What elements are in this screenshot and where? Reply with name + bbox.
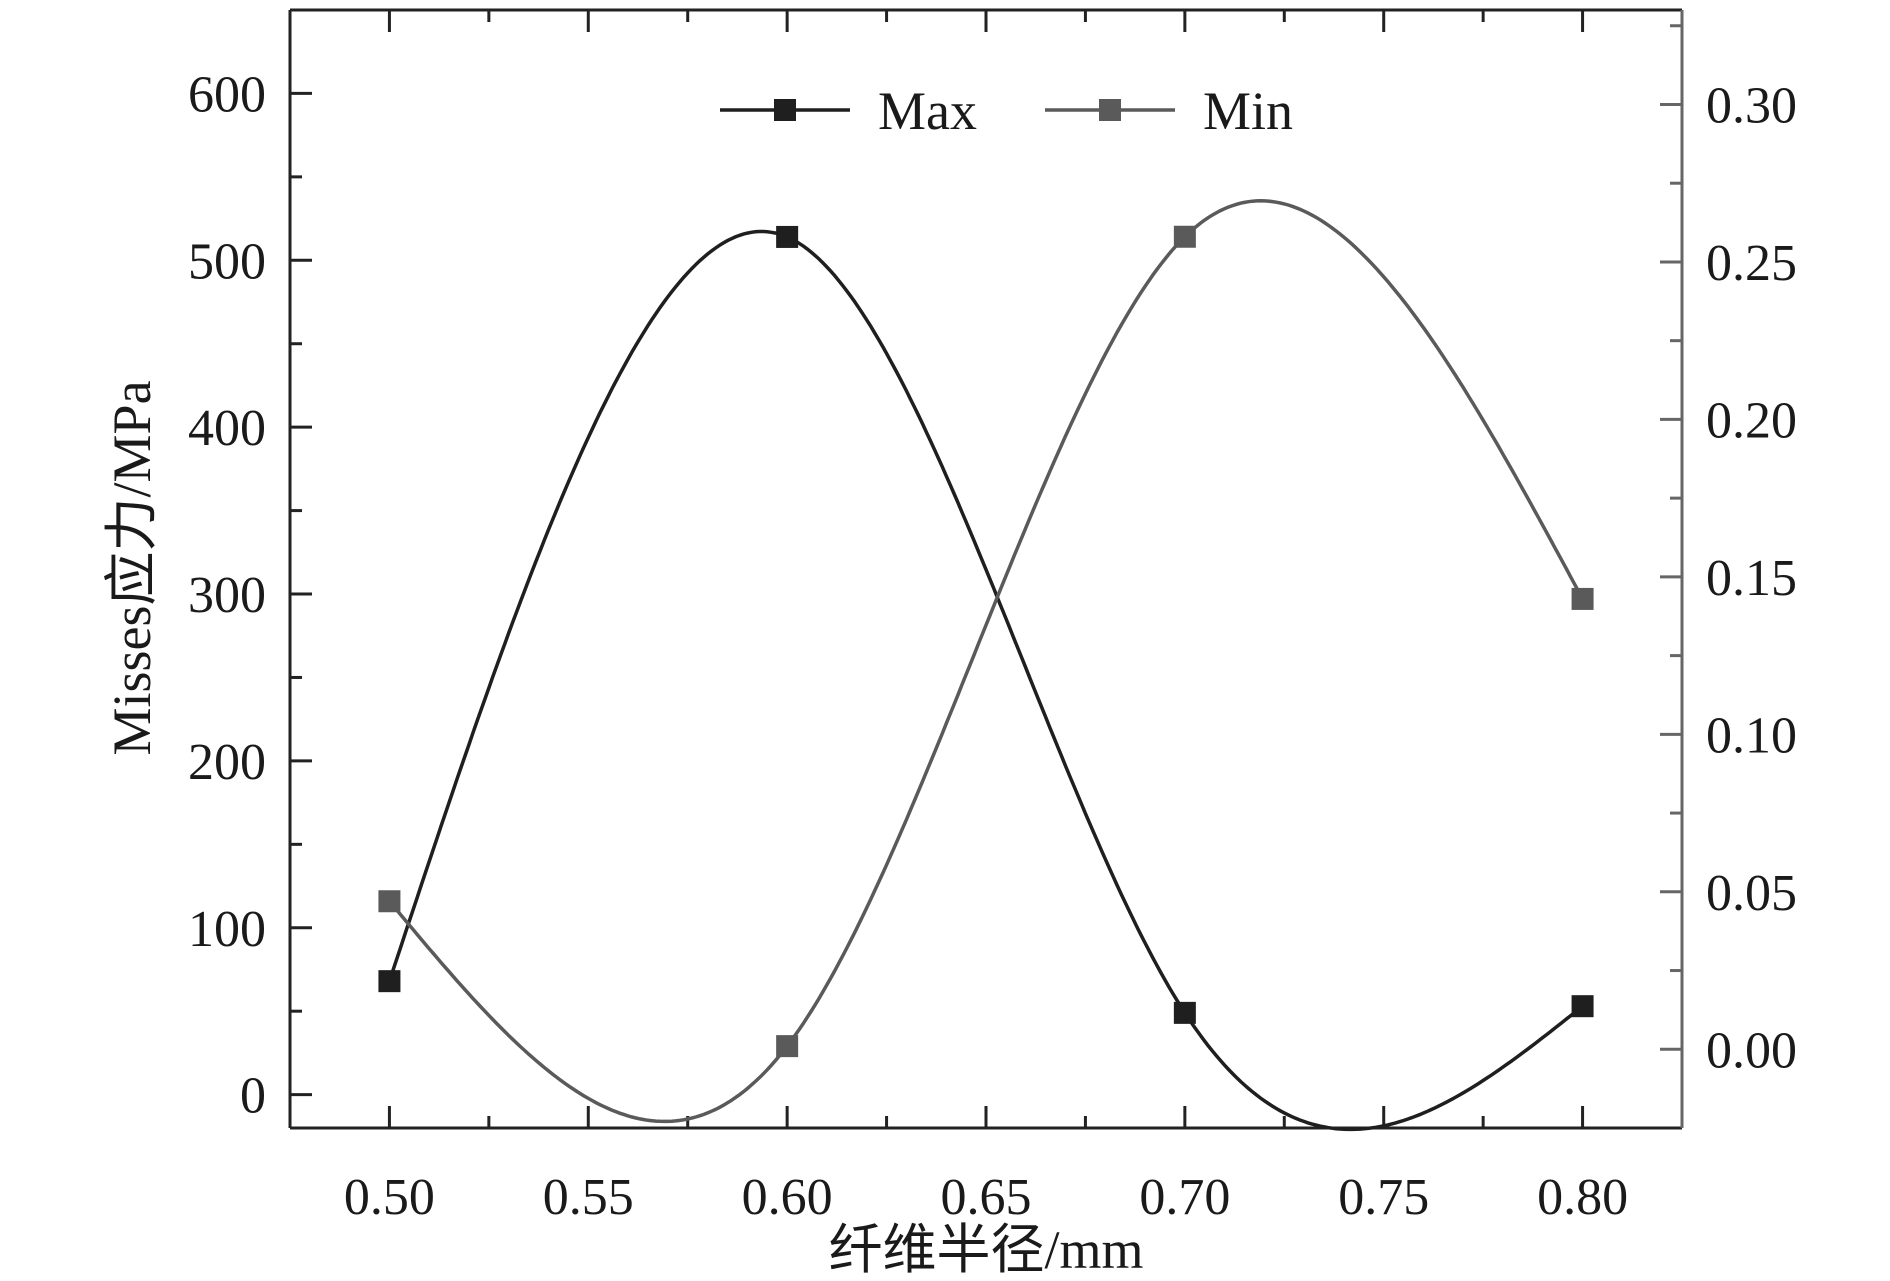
y-right-tick-label: 0.10 bbox=[1706, 707, 1797, 764]
x-axis-label: 纤维半径/mm bbox=[828, 1220, 1143, 1276]
x-tick-label: 0.60 bbox=[742, 1169, 833, 1226]
x-tick-label: 0.70 bbox=[1139, 1169, 1230, 1226]
y-tick-label: 100 bbox=[188, 901, 266, 958]
data-point-min bbox=[776, 1035, 799, 1058]
y-tick-label: 600 bbox=[188, 66, 266, 123]
y-axis-label: Misses应力/MPa bbox=[102, 380, 162, 755]
legend: Max Min bbox=[720, 81, 1293, 141]
data-point-max bbox=[1173, 1001, 1196, 1024]
data-point-min bbox=[378, 890, 401, 913]
data-point-max bbox=[776, 225, 799, 248]
y-tick-label: 200 bbox=[188, 734, 266, 791]
y-tick-label: 500 bbox=[188, 233, 266, 290]
y-right-tick-label: 0.05 bbox=[1706, 865, 1797, 922]
y-right-tick-label: 0.20 bbox=[1706, 392, 1797, 449]
x-tick-label: 0.75 bbox=[1338, 1169, 1429, 1226]
y-tick-label: 400 bbox=[188, 400, 266, 457]
legend-marker-max bbox=[774, 99, 796, 121]
data-point-max bbox=[378, 970, 401, 993]
x-tick-label: 0.80 bbox=[1537, 1169, 1628, 1226]
data-point-max bbox=[1571, 995, 1594, 1018]
y-right-tick-label: 0.25 bbox=[1706, 235, 1797, 292]
axes: 0.50 0.55 0.60 0.65 0.70 0.75 0.80 0 100 200 300 40… bbox=[188, 8, 1797, 1226]
y-right-tick-label: 0.15 bbox=[1706, 550, 1797, 607]
legend-label-max: Max bbox=[878, 81, 977, 141]
data-point-min bbox=[1571, 587, 1594, 610]
series-line-min bbox=[388, 199, 1585, 1124]
x-tick-label: 0.55 bbox=[543, 1169, 634, 1226]
y-right-tick-label: 0.30 bbox=[1706, 77, 1797, 134]
series-layer bbox=[378, 199, 1594, 1132]
y-tick-label: 300 bbox=[188, 567, 266, 624]
x-tick-label: 0.65 bbox=[941, 1169, 1032, 1226]
series-line-max bbox=[387, 229, 1584, 1132]
data-point-min bbox=[1173, 225, 1196, 248]
y-right-tick-label: 0.00 bbox=[1706, 1022, 1797, 1079]
y-tick-label: 0 bbox=[240, 1068, 266, 1125]
x-tick-label: 0.50 bbox=[344, 1169, 435, 1226]
legend-label-min: Min bbox=[1203, 81, 1293, 141]
legend-marker-min bbox=[1099, 99, 1121, 121]
